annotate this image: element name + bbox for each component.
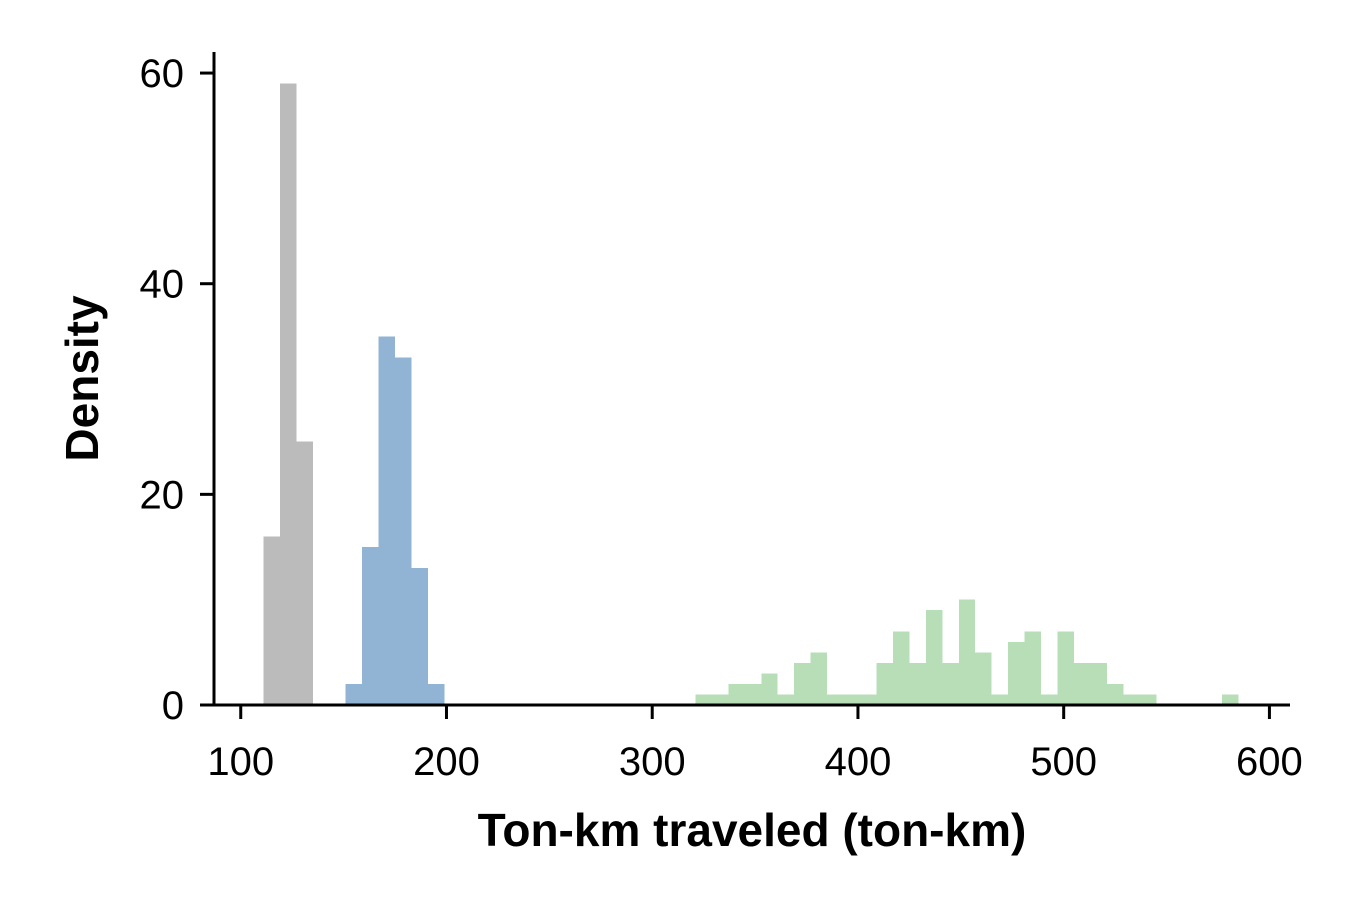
histogram-bar-series-3-bin-29 xyxy=(1222,694,1239,705)
histogram-bar-series-3-bin-24 xyxy=(1073,662,1091,705)
histogram-bar-series-2-bin-6 xyxy=(427,683,445,705)
x-tick-label-200: 200 xyxy=(413,740,480,784)
histogram-bar-series-3-bin-25 xyxy=(1090,662,1107,705)
histogram-bar-series-3-bin-28 xyxy=(1139,694,1157,705)
histogram-bar-series-3-bin-4 xyxy=(744,683,762,705)
y-tick-label-40: 40 xyxy=(140,263,185,307)
histogram-bar-series-3-bin-19 xyxy=(991,694,1009,705)
histogram-bar-series-3-bin-14 xyxy=(909,662,926,705)
histogram-bar-series-3-bin-12 xyxy=(876,662,893,705)
y-tick-label-0: 0 xyxy=(162,684,184,728)
x-tick-label-400: 400 xyxy=(825,740,892,784)
histogram-bar-series-2-bin-3 xyxy=(378,336,396,705)
histogram-bar-series-3-bin-20 xyxy=(1008,641,1025,705)
histogram-bar-series-3-bin-3 xyxy=(728,683,745,705)
histogram-bar-series-3-bin-1 xyxy=(695,694,712,705)
histogram-bar-series-3-bin-23 xyxy=(1057,631,1074,705)
histogram-bar-series-3-bin-8 xyxy=(810,652,828,705)
y-axis-title: Density xyxy=(56,295,108,462)
histogram-bar-series-3-bin-26 xyxy=(1106,683,1124,705)
axes-group: 100 200 300 400 500 600 0 20 40 60 xyxy=(140,52,1303,784)
y-tick-label-20: 20 xyxy=(140,473,185,517)
histogram-bar-series-2-bin-2 xyxy=(362,547,379,705)
histogram-bar-series-3-bin-13 xyxy=(892,631,910,705)
histogram-bar-series-1-bin-3 xyxy=(296,441,313,705)
histogram-bar-series-3-bin-5 xyxy=(761,673,778,705)
bars-group xyxy=(263,83,1239,705)
x-tick-label-600: 600 xyxy=(1236,740,1303,784)
histogram-bar-series-3-bin-17 xyxy=(958,599,976,705)
histogram-bar-series-3-bin-10 xyxy=(843,694,861,705)
histogram-bar-series-3-bin-11 xyxy=(860,694,877,705)
histogram-bar-series-3-bin-21 xyxy=(1024,631,1042,705)
y-tick-label-60: 60 xyxy=(140,52,185,96)
histogram-bar-series-3-bin-2 xyxy=(711,694,729,705)
histogram-bar-series-3-bin-18 xyxy=(975,652,992,705)
histogram-bar-series-3-bin-22 xyxy=(1041,694,1058,705)
histogram-bar-series-3-bin-6 xyxy=(777,694,795,705)
histogram-bar-series-2-bin-1 xyxy=(345,683,363,705)
x-axis-title: Ton-km traveled (ton-km) xyxy=(478,804,1027,856)
histogram-bar-series-3-bin-16 xyxy=(942,662,959,705)
histogram-bar-series-1-bin-1 xyxy=(263,536,280,705)
histogram-bar-series-2-bin-5 xyxy=(411,568,428,705)
histogram-bar-series-3-bin-9 xyxy=(827,694,844,705)
x-tick-label-500: 500 xyxy=(1030,740,1097,784)
histogram-bar-series-3-bin-15 xyxy=(925,610,943,705)
x-tick-label-100: 100 xyxy=(207,740,274,784)
x-tick-label-300: 300 xyxy=(619,740,686,784)
histogram-bar-series-1-bin-2 xyxy=(279,83,297,705)
histogram-bar-series-2-bin-4 xyxy=(395,357,412,705)
histogram-bar-series-3-bin-27 xyxy=(1123,694,1140,705)
histogram-bar-series-3-bin-7 xyxy=(794,662,811,705)
